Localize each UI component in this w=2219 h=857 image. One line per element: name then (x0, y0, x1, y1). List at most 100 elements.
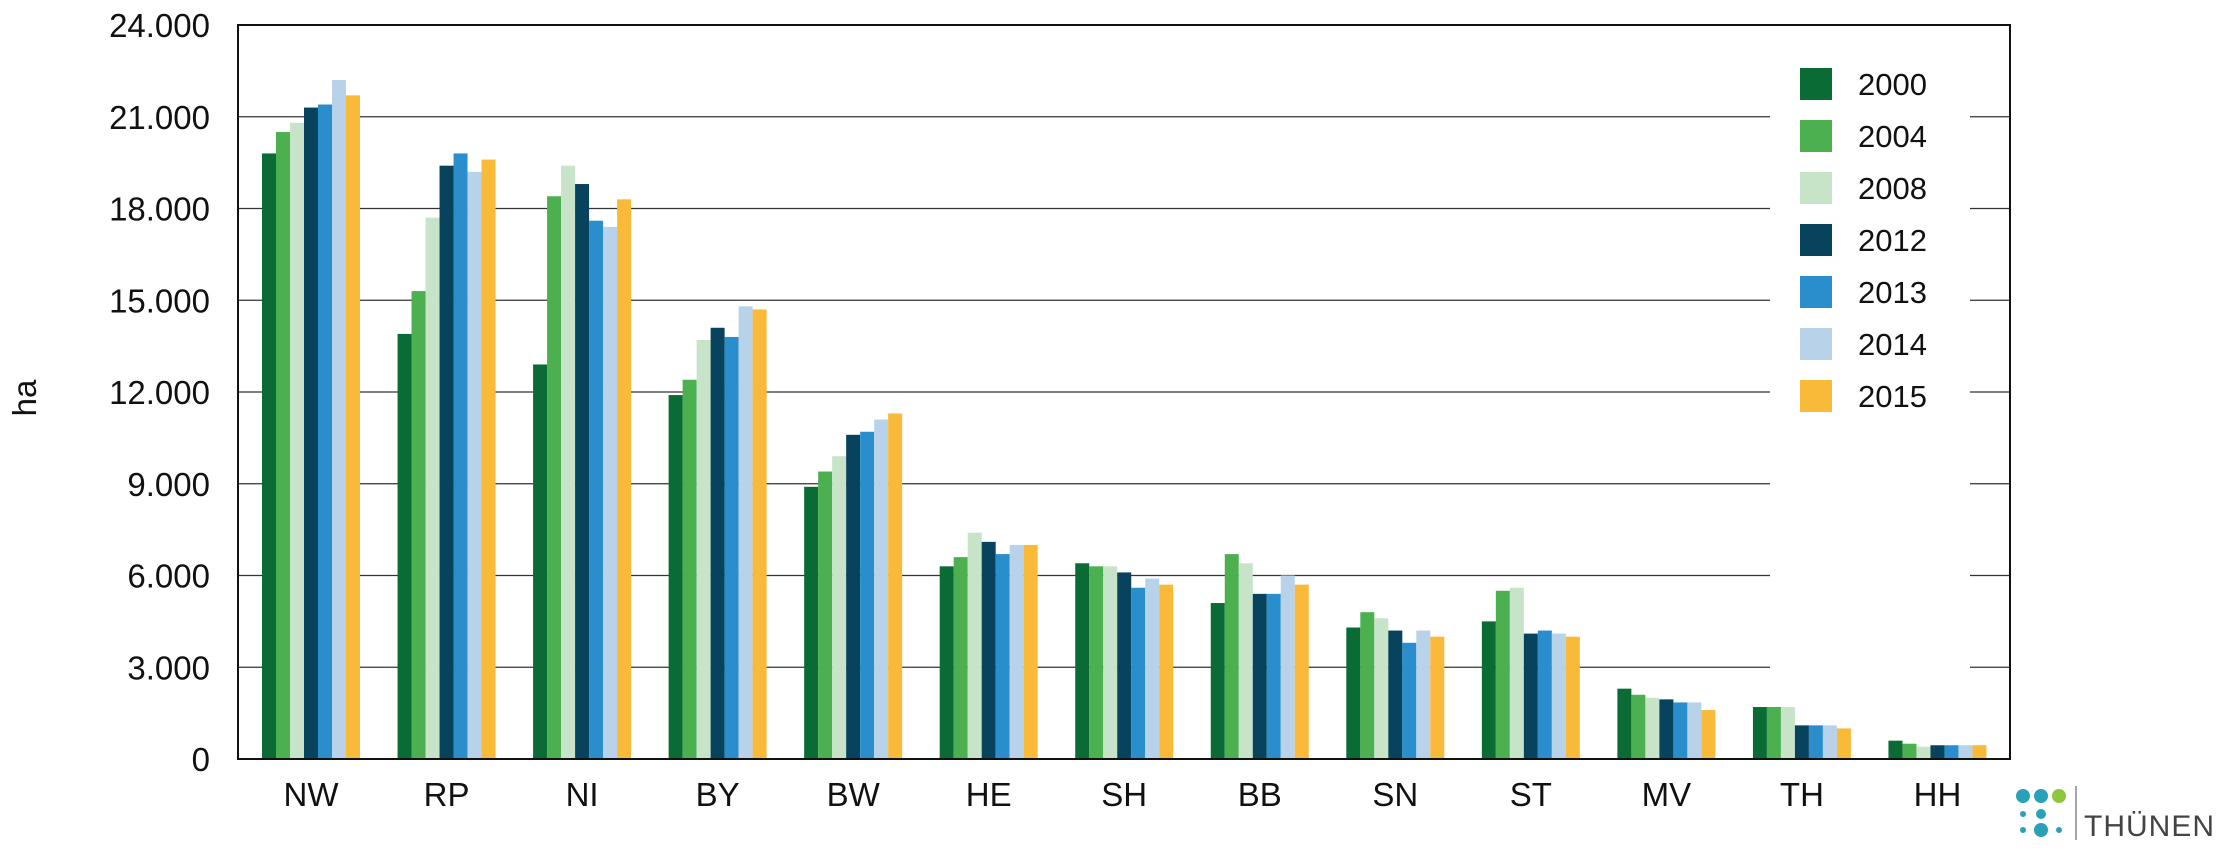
y-tick-label: 0 (192, 741, 210, 778)
bar-by-2004 (682, 379, 697, 759)
x-tick-label: MV (1642, 776, 1692, 813)
y-tick-label: 21.000 (109, 99, 210, 136)
legend-item-2015: 2015 (1800, 379, 1927, 414)
x-tick-label: ST (1510, 776, 1552, 813)
x-axis-ticks: NW RP NI BY BW HE SH BB SN ST MV TH HH (284, 776, 1962, 813)
bar-by-2012 (710, 327, 725, 759)
bar-sh-2008 (1103, 566, 1118, 759)
legend-swatch (1800, 328, 1832, 360)
x-tick-label: NI (566, 776, 599, 813)
bar-group-th (1752, 707, 1851, 759)
legend-item-2013: 2013 (1800, 275, 1927, 310)
bar-by-2014 (738, 306, 753, 759)
bar-rp-2014 (467, 171, 482, 760)
bar-group-bw (804, 413, 903, 759)
bar-by-2000 (668, 395, 683, 759)
bar-by-2013 (724, 336, 739, 759)
bar-st-2004 (1495, 590, 1510, 759)
bar-bw-2012 (846, 434, 861, 759)
legend-swatch (1800, 68, 1832, 100)
bar-sh-2014 (1145, 578, 1160, 759)
bar-bw-2013 (860, 431, 875, 759)
bar-mv-2014 (1687, 702, 1702, 759)
bar-hh-2014 (1958, 745, 1973, 759)
bar-sh-2000 (1075, 563, 1090, 759)
bar-sn-2013 (1402, 642, 1417, 759)
x-tick-label: SH (1101, 776, 1147, 813)
y-tick-label: 6.000 (127, 558, 210, 595)
bar-mv-2012 (1659, 699, 1674, 759)
x-tick-label: BB (1238, 776, 1282, 813)
x-tick-label: BW (827, 776, 881, 813)
bar-group-he (939, 532, 1038, 759)
legend-swatch (1800, 224, 1832, 256)
legend: 2000 2004 2008 2012 2013 2014 2015 (1800, 67, 1927, 414)
bar-hh-2015 (1972, 745, 1987, 759)
x-tick-label: BY (696, 776, 740, 813)
bar-bb-2014 (1280, 575, 1295, 759)
bar-th-2008 (1780, 707, 1795, 759)
bars (262, 80, 1987, 760)
bar-mv-2013 (1673, 702, 1688, 759)
legend-label: 2008 (1858, 171, 1927, 206)
legend-swatch (1800, 120, 1832, 152)
bar-nw-2012 (304, 107, 318, 759)
bar-sh-2013 (1131, 587, 1146, 759)
bar-rp-2015 (481, 159, 496, 760)
x-tick-label: RP (424, 776, 470, 813)
bar-hh-2000 (1888, 740, 1903, 759)
bar-sn-2014 (1416, 630, 1431, 759)
bar-group-bb (1210, 554, 1309, 759)
bar-bb-2008 (1238, 563, 1253, 759)
legend-swatch (1800, 172, 1832, 204)
bar-he-2004 (953, 557, 968, 759)
bar-ni-2014 (603, 226, 618, 760)
bar-mv-2004 (1631, 694, 1646, 759)
bar-he-2008 (967, 532, 982, 759)
x-tick-label: NW (284, 776, 340, 813)
y-tick-label: 24.000 (109, 7, 210, 44)
bar-bw-2000 (804, 486, 819, 759)
x-tick-label: TH (1780, 776, 1824, 813)
bar-he-2013 (995, 554, 1010, 759)
legend-swatch (1800, 380, 1832, 412)
bar-sh-2015 (1159, 584, 1174, 759)
bar-rp-2013 (453, 153, 468, 759)
bar-group-hh (1888, 740, 1987, 759)
bar-nw-2014 (332, 80, 346, 760)
bar-bb-2013 (1266, 593, 1281, 759)
thuenen-logo: THÜNEN (2016, 786, 2214, 843)
bar-group-rp (397, 153, 496, 760)
bar-sn-2004 (1360, 612, 1375, 759)
bar-mv-2008 (1645, 697, 1660, 759)
bar-nw-2000 (262, 153, 276, 759)
bar-mv-2015 (1701, 710, 1716, 759)
plot-frame (237, 24, 2011, 760)
legend-swatch (1800, 276, 1832, 308)
bar-st-2013 (1537, 630, 1552, 759)
bar-ni-2008 (561, 165, 576, 759)
dots-icon (2016, 789, 2066, 837)
bar-group-sh (1075, 563, 1174, 759)
bar-ni-2000 (533, 364, 548, 759)
bar-bb-2015 (1294, 584, 1309, 759)
bar-th-2013 (1808, 725, 1823, 759)
legend-item-2004: 2004 (1800, 119, 1927, 154)
bar-th-2012 (1794, 725, 1809, 759)
bar-group-st (1481, 587, 1580, 759)
bar-nw-2004 (276, 132, 290, 759)
bar-he-2015 (1023, 544, 1038, 759)
bar-sh-2004 (1089, 566, 1104, 759)
bar-ni-2013 (589, 220, 604, 759)
y-axis-ticks: 0 3.000 6.000 9.000 12.000 15.000 18.000 21.000… (109, 7, 210, 778)
bar-st-2008 (1509, 587, 1524, 759)
x-tick-label: HH (1914, 776, 1962, 813)
bar-hh-2012 (1930, 745, 1945, 759)
bar-group-nw (262, 80, 360, 760)
bar-rp-2004 (411, 291, 426, 759)
bar-nw-2008 (290, 122, 304, 759)
bar-bw-2015 (888, 413, 903, 759)
bar-th-2004 (1766, 707, 1781, 759)
legend-label: 2000 (1858, 67, 1927, 102)
